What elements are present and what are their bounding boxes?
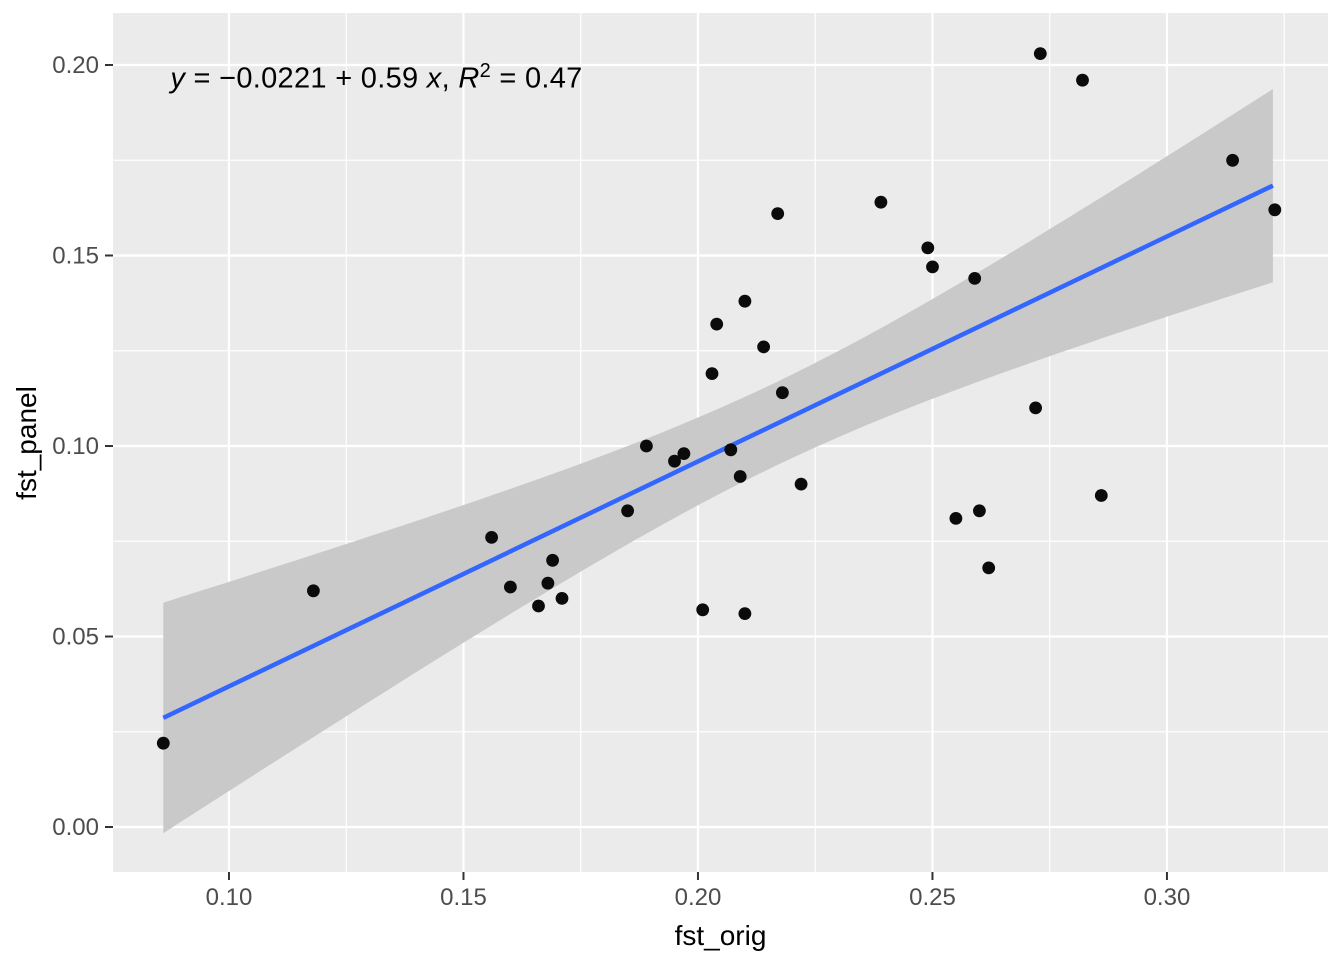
x-tick-label: 0.20 xyxy=(675,884,722,911)
data-point xyxy=(156,736,170,750)
y-tick-label: 0.15 xyxy=(52,243,99,270)
data-point xyxy=(738,294,752,308)
equation-comma: , xyxy=(441,62,459,95)
data-point xyxy=(874,195,888,209)
equation-coefficients: = −0.0221 + 0.59 xyxy=(185,62,427,95)
y-axis-title: fst_panel xyxy=(11,385,42,500)
regression-equation-annotation: y = −0.0221 + 0.59 x, R2 = 0.47 xyxy=(170,59,583,96)
equation-r-value: = 0.47 xyxy=(491,62,583,95)
data-point xyxy=(1226,153,1239,167)
y-tick-label: 0.10 xyxy=(52,433,99,460)
data-point xyxy=(621,504,634,518)
equation-r-superscript: 2 xyxy=(479,59,492,82)
data-point xyxy=(677,447,691,460)
confidence-band xyxy=(163,89,1273,834)
x-tick-label: 0.15 xyxy=(440,884,487,911)
data-point xyxy=(757,340,770,354)
data-point xyxy=(1094,489,1108,502)
data-point xyxy=(546,553,559,567)
data-point xyxy=(973,504,986,518)
data-point xyxy=(1268,203,1282,217)
y-tick-label: 0.05 xyxy=(52,624,99,651)
y-tick-label: 0.00 xyxy=(52,814,99,841)
data-point xyxy=(640,439,653,453)
data-point xyxy=(968,272,982,285)
y-tick-label: 0.20 xyxy=(52,52,99,79)
data-point xyxy=(1033,47,1047,60)
x-tick-label: 0.10 xyxy=(206,884,253,911)
equation-x-var: x xyxy=(426,62,442,95)
data-point xyxy=(776,386,789,400)
data-point xyxy=(307,584,320,598)
x-tick-label: 0.25 xyxy=(909,884,956,911)
data-point xyxy=(738,607,752,620)
data-point xyxy=(926,260,939,274)
x-tick-label: 0.30 xyxy=(1144,884,1191,911)
data-point xyxy=(733,470,747,483)
data-point xyxy=(485,531,498,544)
data-point xyxy=(982,561,996,575)
data-point xyxy=(949,512,963,525)
data-point xyxy=(921,241,935,255)
data-point xyxy=(504,580,517,594)
data-point xyxy=(1076,73,1089,87)
x-axis-title: fst_orig xyxy=(674,920,767,951)
equation-y-var: y xyxy=(170,62,186,95)
data-point xyxy=(668,454,681,468)
regression-line xyxy=(162,183,1274,720)
data-point xyxy=(710,317,724,331)
data-point xyxy=(724,443,738,457)
data-point xyxy=(1029,401,1042,415)
data-point xyxy=(532,599,545,613)
equation-r-var: R xyxy=(458,62,480,95)
data-point xyxy=(794,477,808,491)
data-point xyxy=(555,592,569,605)
data-point xyxy=(705,367,719,380)
data-point xyxy=(541,576,555,590)
data-point xyxy=(696,603,710,617)
data-point xyxy=(771,207,785,221)
